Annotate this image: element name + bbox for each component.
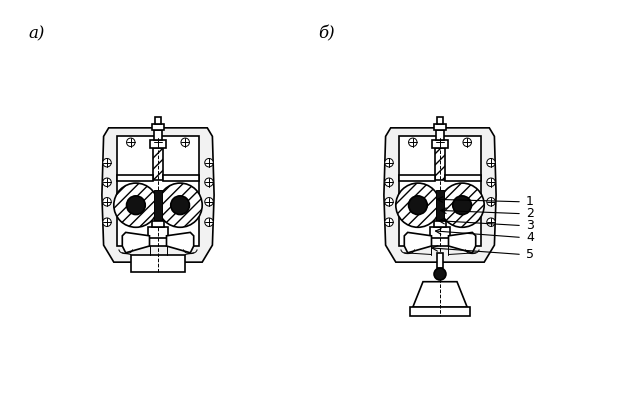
Circle shape [487,178,495,186]
Circle shape [158,183,202,227]
Circle shape [385,197,393,206]
Bar [131,255,185,271]
Polygon shape [449,232,476,253]
Circle shape [205,158,213,167]
Circle shape [408,138,417,147]
Bar [152,123,164,129]
Bar [432,140,448,148]
Bar [410,307,470,316]
Circle shape [127,138,135,147]
Bar [399,176,435,181]
Bar [445,176,481,181]
Circle shape [385,178,393,186]
Bar [434,123,446,129]
Polygon shape [435,148,445,180]
Circle shape [103,218,112,226]
Polygon shape [166,232,193,253]
Bar [436,129,444,140]
Circle shape [487,197,495,206]
Text: 5: 5 [526,248,534,261]
Bar [437,117,444,123]
Bar [434,220,446,227]
Circle shape [385,218,393,226]
Bar [154,129,163,140]
Bar [436,190,444,227]
Circle shape [408,196,427,215]
Text: 4: 4 [526,231,534,244]
Bar [148,227,168,237]
Bar [154,190,163,227]
Circle shape [205,218,213,226]
Circle shape [171,196,190,215]
Circle shape [103,158,112,167]
Circle shape [434,268,446,280]
Circle shape [181,138,190,147]
Polygon shape [404,232,432,253]
Circle shape [436,138,444,147]
Text: б): б) [318,25,335,42]
Bar [154,117,161,123]
Bar [117,176,153,181]
Bar [152,220,164,227]
Polygon shape [122,232,149,253]
Circle shape [205,197,213,206]
Text: 2: 2 [526,207,534,220]
Circle shape [396,183,440,227]
Circle shape [385,158,393,167]
Bar [430,227,450,237]
Circle shape [114,183,158,227]
Circle shape [487,218,495,226]
Bar [117,136,199,246]
Bar [163,176,199,181]
Circle shape [487,158,495,167]
Text: а): а) [28,25,44,42]
Text: 1: 1 [526,195,534,208]
Bar [437,253,444,268]
Bar [117,194,153,199]
Circle shape [103,197,112,206]
Bar [399,136,481,246]
Bar [399,194,435,199]
Polygon shape [413,282,467,307]
Polygon shape [102,128,214,262]
Bar [163,194,199,199]
Circle shape [154,138,163,147]
Circle shape [453,196,471,215]
Circle shape [463,138,471,147]
Circle shape [103,178,112,186]
Bar [151,140,166,148]
Circle shape [127,196,146,215]
Polygon shape [384,128,496,262]
Text: 3: 3 [526,219,534,232]
Circle shape [440,183,484,227]
Polygon shape [153,148,163,180]
Bar [445,194,481,199]
Circle shape [205,178,213,186]
